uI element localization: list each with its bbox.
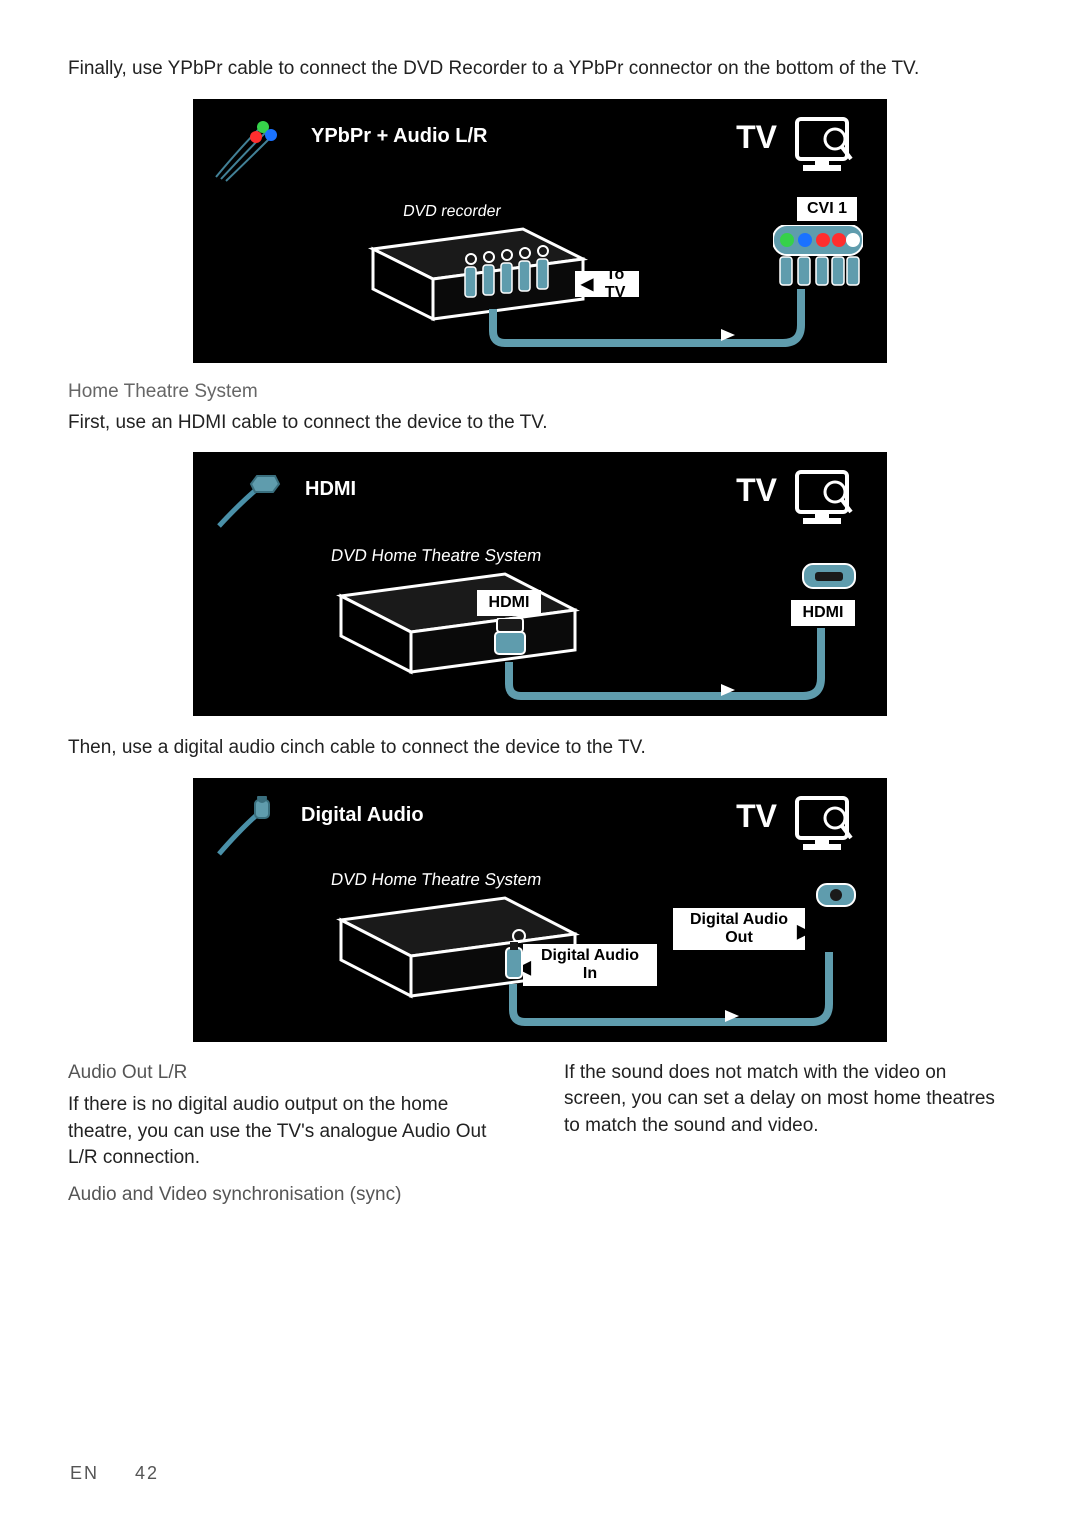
audio-out-heading: Audio Out L/R bbox=[68, 1060, 516, 1087]
arrow-icon-3 bbox=[725, 1010, 739, 1022]
arrow-icon bbox=[721, 329, 735, 341]
audio-out-text: If there is no digital audio output on t… bbox=[68, 1092, 516, 1172]
arrow-icon-2 bbox=[721, 684, 735, 696]
diagram-digital-audio: Digital Audio TV Digital Audio Out ▶ DVD… bbox=[193, 778, 887, 1042]
intro-text-2: First, use an HDMI cable to connect the … bbox=[68, 409, 1012, 437]
sync-heading: Audio and Video synchronisation (sync) bbox=[68, 1182, 516, 1209]
intro-text-3: Then, use a digital audio cinch cable to… bbox=[68, 734, 1012, 762]
sync-text: If the sound does not match with the vid… bbox=[564, 1060, 1012, 1140]
cable-path-2 bbox=[193, 452, 887, 716]
home-theatre-heading: Home Theatre System bbox=[68, 381, 1012, 403]
page-footer: EN42 bbox=[70, 1463, 159, 1484]
diagram-hdmi: HDMI TV HDMI DVD Home Theatre System HDM… bbox=[193, 452, 887, 716]
diagram-ypbpr: YPbPr + Audio L/R TV CVI 1 bbox=[193, 99, 887, 363]
cable-path-1 bbox=[193, 99, 887, 363]
cable-path-3 bbox=[193, 778, 887, 1042]
intro-text-1: Finally, use YPbPr cable to connect the … bbox=[68, 55, 1012, 83]
bottom-columns: Audio Out L/R If there is no digital aud… bbox=[68, 1060, 1012, 1215]
